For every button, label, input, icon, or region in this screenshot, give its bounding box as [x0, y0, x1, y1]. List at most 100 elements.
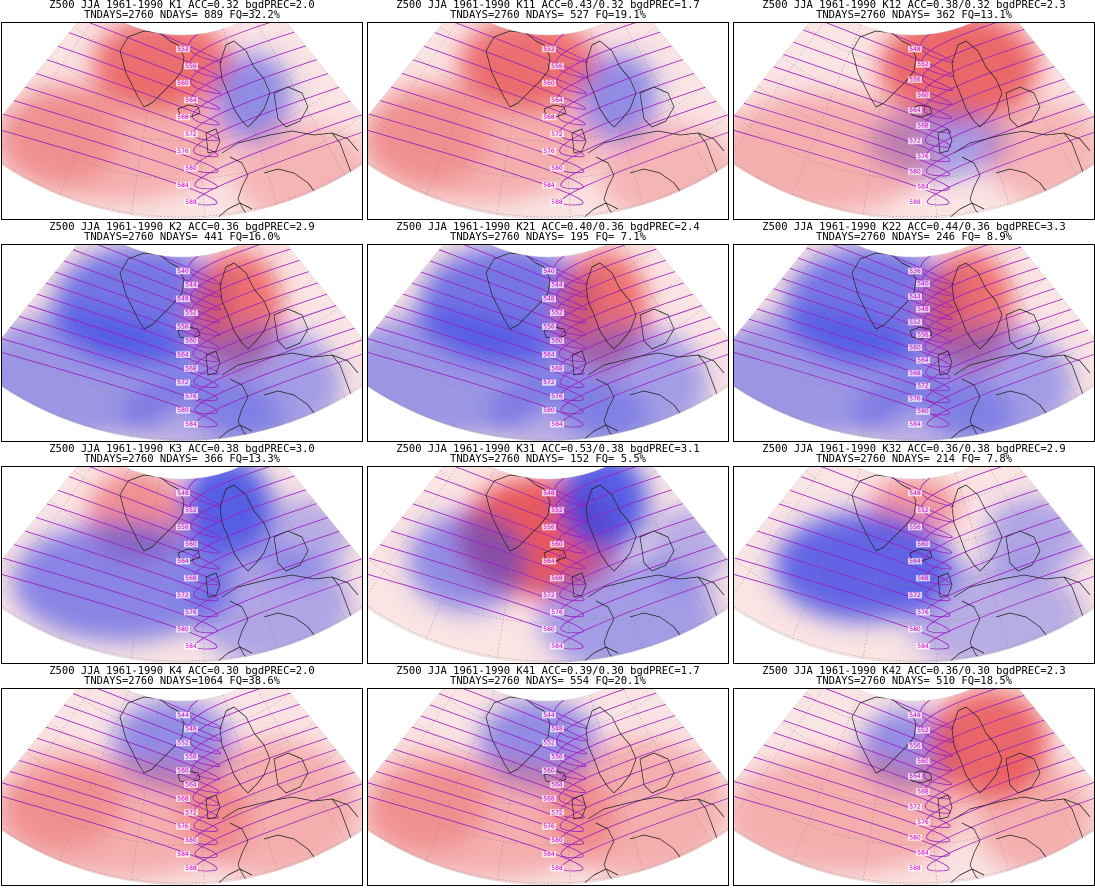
contour-label-bg — [176, 489, 190, 497]
contour-label-bg — [550, 421, 564, 428]
contour-line — [734, 322, 1094, 404]
contour-label: 556 — [543, 524, 555, 531]
contour-line — [19, 732, 345, 806]
contour-label: 560 — [917, 92, 929, 99]
map-frame: 540 544 548 552 556 560 564 568 572 576 580 584 — [367, 244, 729, 442]
panel-title-line2: TNDAYS=2760 NDAYS= 362 FQ=13.1% — [816, 9, 1012, 21]
contour-line — [43, 40, 321, 110]
contour-line — [368, 342, 728, 428]
contour-label: 584 — [177, 182, 189, 189]
contour-label-bg — [550, 608, 564, 616]
contour-label-bg — [908, 267, 922, 275]
contour-label-bg — [184, 365, 198, 372]
contour-label-bg — [542, 79, 556, 87]
contour-line — [368, 120, 728, 206]
contour-label: 584 — [909, 421, 921, 428]
contour-line — [801, 689, 1027, 743]
contour-line — [406, 710, 690, 780]
contour-label: 548 — [909, 490, 921, 497]
height-contours — [368, 467, 728, 650]
contour-label-bg — [542, 523, 556, 531]
contour-line — [368, 775, 728, 859]
map-frame: 552 556 560 564 568 572 576 580 584 588 — [1, 22, 363, 220]
contour-label-bg — [176, 295, 190, 303]
contour-label-bg — [916, 331, 930, 339]
contour-label-bg — [908, 591, 922, 599]
panel-title-line2: TNDAYS=2760 NDAYS= 214 FQ= 7.8% — [816, 453, 1012, 465]
contour-label: 576 — [917, 153, 929, 160]
contour-label-bg — [550, 199, 564, 206]
map-canvas: 544 548 552 556 560 564 568 572 576 580 584 588 — [368, 689, 728, 885]
contour-label-bg — [176, 407, 190, 414]
contour-label-bg — [550, 281, 564, 289]
coastlines — [851, 474, 1091, 663]
contour-label-bg — [176, 379, 190, 386]
contour-line — [2, 331, 362, 415]
contour-line — [738, 302, 1090, 380]
contour-label: 552 — [185, 507, 197, 514]
contour-label-bg — [908, 318, 922, 326]
contour-label: 580 — [917, 408, 929, 415]
negative-anomaly-region — [182, 467, 272, 557]
contour-line — [734, 551, 1094, 634]
contour-label-bg — [550, 337, 564, 344]
map-panel-k41: Z500 JJA 1961-1990 K41 ACC=0.39/0.30 bgd… — [366, 666, 730, 888]
contour-label: 572 — [177, 592, 189, 599]
graticule — [2, 245, 362, 441]
positive-anomaly-region — [734, 754, 964, 874]
contour-label: 564 — [917, 357, 929, 364]
contour-label-bg — [916, 153, 930, 160]
contour-label-bg — [916, 280, 930, 288]
contour-label-bg — [176, 851, 190, 858]
contour-line — [734, 564, 1094, 650]
panel-title-line2: TNDAYS=2760 NDAYS= 441 FQ=16.0% — [84, 231, 280, 243]
contour-label: 588 — [551, 199, 563, 206]
contour-label: 584 — [917, 850, 929, 857]
contour-label: 568 — [917, 788, 929, 795]
map-sector — [368, 23, 728, 219]
contour-labels: 548 552 556 560 564 568 572 576 580 584 588 — [908, 711, 930, 872]
contour-label-bg — [176, 625, 190, 633]
contour-label: 556 — [551, 63, 563, 70]
panel-title-line1: Z500 JJA 1961-1990 K1 ACC=0.32 bgdPREC=2… — [49, 0, 315, 11]
contour-line — [368, 564, 728, 650]
contour-line — [368, 94, 728, 174]
contour-label: 568 — [909, 370, 921, 377]
coastlines — [851, 30, 1091, 219]
contour-line — [734, 342, 1094, 428]
contour-label: 580 — [909, 168, 921, 175]
contour-label-bg — [542, 181, 556, 189]
contour-label-bg — [908, 803, 922, 811]
contour-label: 544 — [551, 282, 563, 289]
contour-label-bg — [908, 773, 922, 780]
contour-label: 552 — [551, 310, 563, 317]
contour-line — [800, 467, 1028, 523]
contour-label: 584 — [543, 851, 555, 858]
sector-outline — [368, 23, 728, 219]
contour-line — [368, 551, 728, 634]
contour-label: 580 — [185, 165, 197, 172]
contour-line — [422, 471, 674, 538]
contour-label-bg — [176, 45, 190, 53]
contour-label-bg — [176, 591, 190, 599]
contour-line — [50, 699, 314, 768]
contour-line — [788, 471, 1040, 538]
contour-label: 560 — [551, 337, 563, 344]
contour-label: 568 — [551, 365, 563, 372]
contour-label: 576 — [917, 609, 929, 616]
contour-line — [2, 320, 362, 401]
contour-line — [397, 498, 699, 570]
contour-label: 552 — [177, 46, 189, 53]
contour-label: 560 — [543, 768, 555, 775]
contour-line — [775, 262, 1053, 332]
contour-label: 576 — [543, 823, 555, 830]
contour-label: 548 — [551, 726, 563, 733]
contour-label-bg — [184, 725, 198, 733]
panel-title-line1: Z500 JJA 1961-1990 K2 ACC=0.36 bgdPREC=2… — [49, 221, 315, 233]
contour-label-bg — [184, 164, 198, 172]
contour-label-bg — [916, 61, 930, 68]
contour-label: 576 — [185, 393, 197, 400]
contour-label: 560 — [917, 758, 929, 765]
contour-label: 580 — [177, 407, 189, 414]
map-canvas: 540 544 548 552 556 560 564 568 572 576 580 584 — [368, 245, 728, 441]
